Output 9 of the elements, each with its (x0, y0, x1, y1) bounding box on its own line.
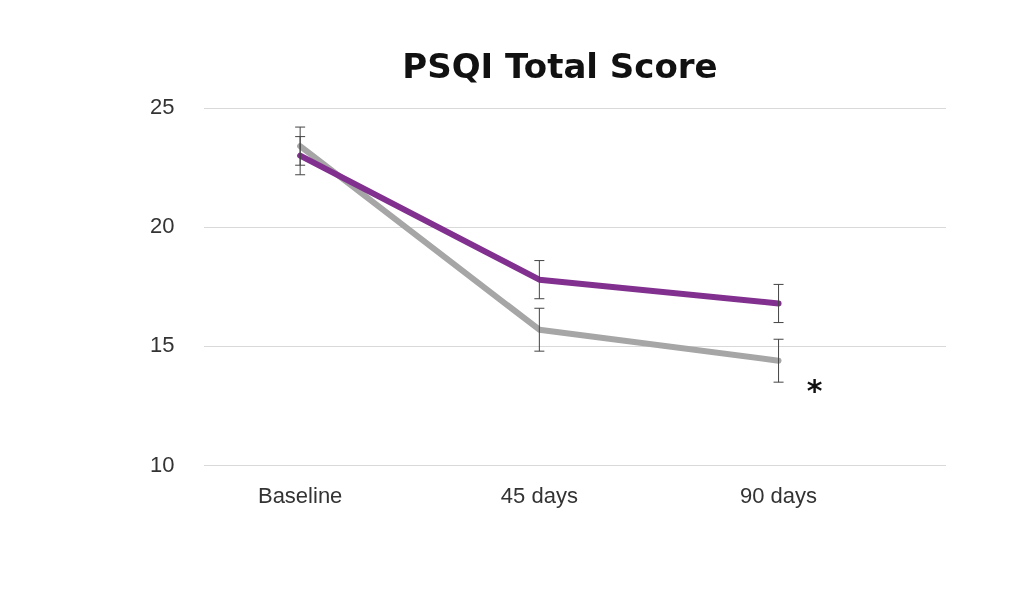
y-tick-label: 10 (149, 451, 175, 477)
y-tick-label: 20 (149, 213, 175, 239)
x-tick-label: Baseline (257, 482, 343, 508)
annotation: * (806, 372, 823, 408)
y-tick-label: 25 (149, 94, 175, 120)
x-tick-label: 90 days (740, 482, 818, 508)
x-tick-label: 45 days (500, 482, 578, 508)
chart-title: PSQI Total Score (401, 46, 719, 86)
y-tick-label: 15 (149, 332, 175, 358)
